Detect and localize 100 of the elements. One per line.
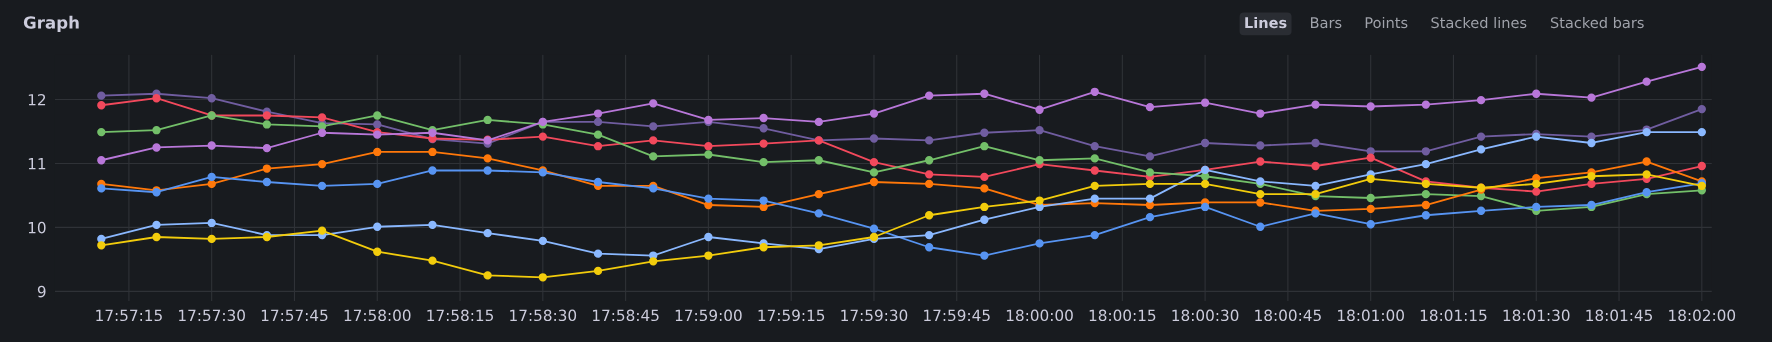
point: [980, 172, 989, 182]
point: [814, 156, 823, 165]
point: [1256, 157, 1265, 166]
point: [649, 257, 658, 266]
point: [814, 209, 823, 218]
point: [1311, 181, 1320, 190]
point: [814, 117, 823, 127]
point: [1476, 132, 1486, 141]
point: [97, 156, 106, 165]
point: [373, 147, 382, 157]
point: [1532, 202, 1541, 212]
point: [1145, 168, 1155, 177]
point: [814, 189, 823, 199]
point: [1421, 159, 1431, 169]
point: [1035, 126, 1044, 135]
point: [980, 128, 989, 137]
point: [97, 184, 106, 193]
x-tick-label: 17:57:15: [96, 309, 162, 322]
point: [593, 117, 603, 127]
point: [262, 164, 272, 173]
point: [593, 249, 603, 258]
point: [759, 124, 768, 133]
point: [649, 99, 658, 108]
point: [262, 111, 272, 120]
point: [1366, 220, 1375, 229]
point: [593, 142, 603, 151]
point: [428, 147, 437, 157]
point: [207, 218, 216, 228]
point: [1697, 161, 1706, 171]
point: [1256, 109, 1265, 118]
point: [1311, 138, 1320, 148]
x-tick-label: 17:59:30: [841, 309, 908, 322]
point: [1532, 179, 1541, 189]
point: [814, 241, 823, 250]
point: [1145, 194, 1155, 203]
point: [1532, 187, 1541, 196]
point: [207, 141, 216, 150]
point: [1421, 147, 1431, 156]
point: [207, 179, 216, 189]
point: [980, 215, 989, 224]
y-tick-label: 11: [28, 158, 46, 170]
point: [1256, 189, 1265, 199]
point: [373, 222, 382, 231]
x-tick-label: 17:57:45: [261, 309, 328, 322]
x-tick-label: 17:58:00: [344, 309, 411, 322]
point: [152, 220, 161, 230]
point: [1421, 189, 1431, 199]
point: [1366, 174, 1375, 183]
chart-title: Graph: [23, 15, 79, 33]
point: [924, 156, 934, 165]
point: [428, 166, 437, 175]
point: [649, 136, 658, 145]
point: [1090, 154, 1099, 163]
x-tick-label: 18:00:00: [1006, 309, 1073, 322]
x-tick-label: 17:58:15: [427, 309, 494, 322]
point: [538, 132, 547, 141]
point: [1642, 157, 1651, 166]
point: [1311, 100, 1320, 109]
point: [1090, 181, 1099, 190]
point: [649, 122, 658, 131]
point: [97, 241, 106, 250]
point: [1587, 138, 1596, 148]
point: [1035, 239, 1044, 248]
point: [980, 142, 989, 151]
x-tick-label: 18:00:30: [1172, 309, 1239, 322]
point: [924, 230, 934, 240]
point: [924, 170, 934, 179]
x-tick-label: 18:02:00: [1669, 309, 1736, 322]
point: [97, 127, 106, 137]
point: [483, 271, 492, 280]
point: [924, 136, 934, 145]
point: [1256, 141, 1265, 150]
point: [759, 243, 768, 252]
point: [924, 179, 934, 189]
x-tick-label: 18:01:45: [1586, 309, 1653, 322]
point: [97, 91, 106, 100]
point: [97, 101, 106, 110]
point: [704, 232, 713, 242]
point: [483, 229, 492, 238]
x-tick-label: 17:57:30: [179, 309, 245, 322]
x-tick-label: 17:58:45: [592, 309, 659, 322]
point: [428, 256, 437, 265]
point: [1587, 93, 1596, 102]
point: [1256, 198, 1265, 207]
point: [1366, 193, 1375, 203]
text: Stacked bars: [1550, 16, 1644, 29]
point: [1090, 87, 1099, 96]
point: [1090, 166, 1099, 175]
point: [1200, 98, 1210, 107]
point: [759, 196, 768, 205]
point: [1090, 230, 1099, 240]
text: Lines: [1245, 16, 1287, 29]
point: [649, 152, 658, 161]
point: [1642, 77, 1651, 86]
point: [262, 120, 272, 129]
point: [1587, 172, 1596, 181]
point: [704, 150, 713, 159]
point: [869, 168, 879, 177]
point: [924, 211, 934, 220]
point: [152, 143, 161, 152]
